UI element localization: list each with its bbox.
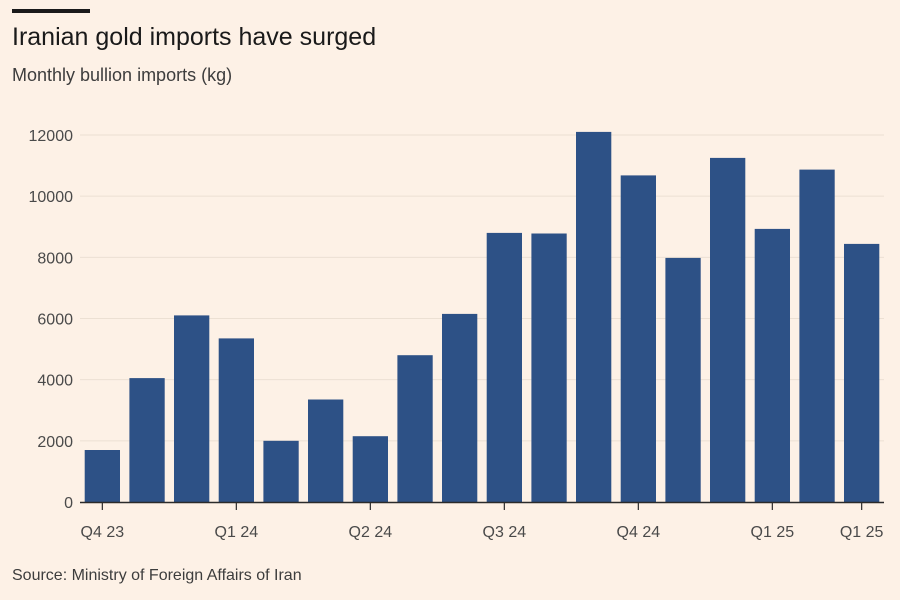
bar [799,169,835,502]
bar [576,131,612,502]
y-tick-label: 0 [64,495,73,512]
bar [531,233,567,502]
bar [665,257,701,502]
x-tick-label: Q1 24 [215,524,259,541]
y-tick-label: 8000 [37,250,73,267]
x-tick-label: Q2 24 [349,524,393,541]
bar [710,157,746,502]
bar [84,450,120,502]
bar [486,232,522,502]
x-axis-tick-labels: Q4 23 Q1 24 Q2 24 Q3 24 Q4 24 Q1 25 Q1 25 [81,502,884,541]
bar [218,338,254,502]
x-tick-label: Q4 23 [81,524,125,541]
y-axis-tick-labels: 0 2000 4000 6000 8000 10000 12000 [29,128,74,512]
chart-subtitle: Monthly bullion imports (kg) [12,65,233,85]
chart-title: Iranian gold imports have surged [12,23,377,51]
x-tick-label: Q1 25 [840,524,884,541]
header-accent-bar [12,9,90,13]
bar [442,313,478,502]
bar [263,440,299,502]
source-note: Source: Ministry of Foreign Affairs of I… [12,567,302,584]
bars [84,131,880,502]
y-tick-label: 12000 [29,128,74,145]
bar [844,243,880,502]
y-tick-label: 10000 [29,189,74,206]
y-tick-label: 4000 [37,373,73,390]
bar [620,175,656,502]
bar [754,228,790,502]
bar [174,315,210,502]
bar [397,355,433,502]
y-tick-label: 2000 [37,434,73,451]
bar [308,399,344,502]
x-tick-label: Q4 24 [617,524,661,541]
x-tick-label: Q1 25 [751,524,795,541]
bar [352,436,388,502]
y-tick-label: 6000 [37,312,73,329]
y-gridlines [80,134,884,442]
bar [129,378,165,502]
x-tick-label: Q3 24 [483,524,527,541]
